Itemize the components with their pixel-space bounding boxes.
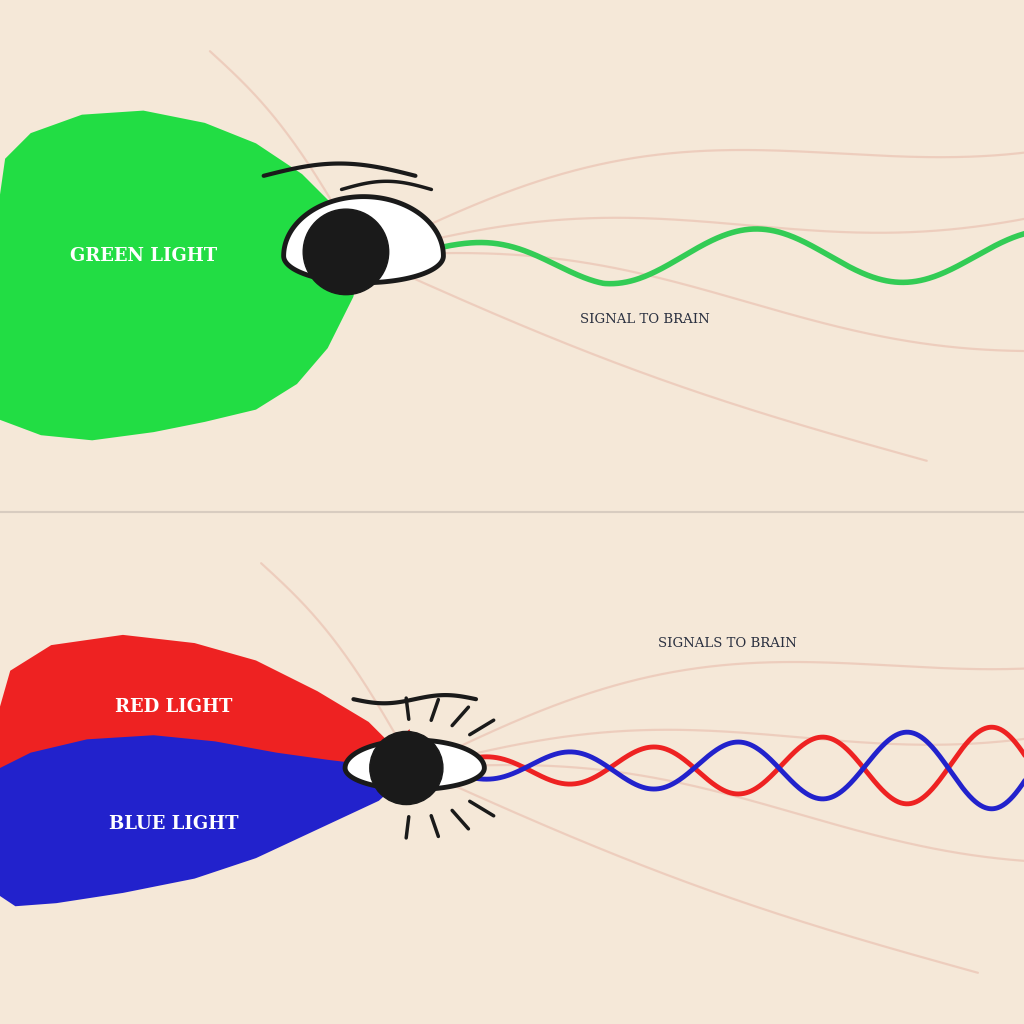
Polygon shape: [0, 635, 415, 819]
Polygon shape: [345, 740, 484, 790]
Circle shape: [303, 209, 389, 295]
Text: SIGNALS TO BRAIN: SIGNALS TO BRAIN: [657, 637, 797, 649]
Circle shape: [370, 731, 443, 805]
Polygon shape: [0, 111, 364, 440]
Polygon shape: [284, 197, 443, 283]
Text: SIGNAL TO BRAIN: SIGNAL TO BRAIN: [581, 313, 710, 326]
Text: GREEN LIGHT: GREEN LIGHT: [70, 247, 217, 265]
Text: RED LIGHT: RED LIGHT: [116, 697, 232, 716]
Polygon shape: [0, 735, 415, 906]
Text: BLUE LIGHT: BLUE LIGHT: [110, 815, 239, 834]
